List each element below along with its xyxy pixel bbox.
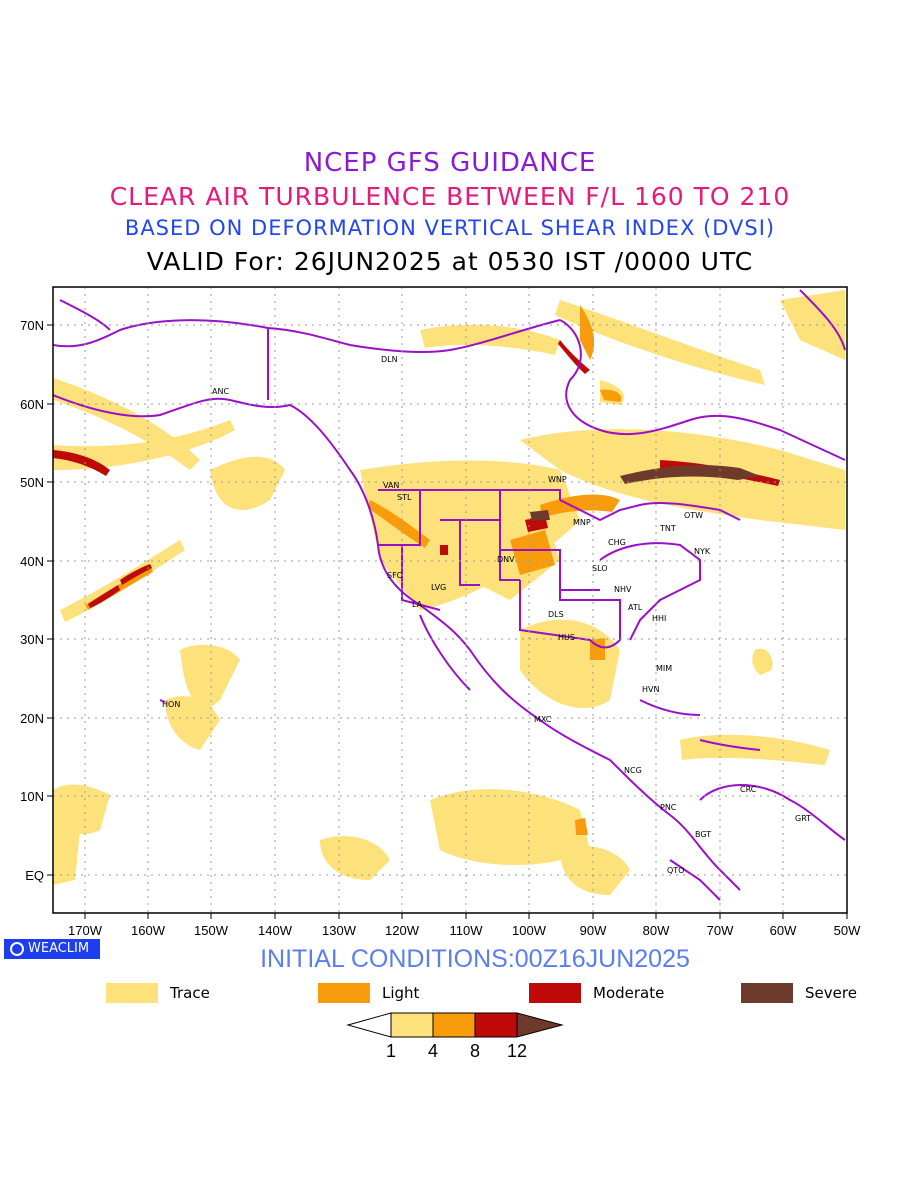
colorbar-tick: 1 — [386, 1041, 396, 1061]
station-label: BGT — [695, 830, 711, 839]
lat-label: 70N — [20, 318, 44, 333]
station-label: NHV — [614, 585, 632, 594]
logo-icon — [10, 942, 24, 956]
station-label: VAN — [383, 481, 399, 490]
colorbar — [346, 1012, 564, 1038]
lon-label: 170W — [68, 923, 103, 938]
turbulence-severe-areas — [530, 465, 760, 521]
weaclim-badge: WEACLIM — [4, 939, 100, 959]
station-label: WNP — [548, 475, 567, 484]
station-label: MIM — [656, 664, 672, 673]
lon-label: 120W — [385, 923, 420, 938]
station-label: HHI — [652, 614, 666, 623]
political-boundaries — [53, 289, 846, 901]
station-label: MNP — [573, 518, 591, 527]
station-label: ATL — [628, 603, 643, 612]
lon-label: 110W — [450, 923, 484, 938]
initial-conditions: INITIAL CONDITIONS:00Z16JUN2025 — [260, 945, 690, 973]
legend-label: Light — [382, 984, 420, 1002]
legend-label: Moderate — [593, 984, 665, 1002]
station-label: CHG — [608, 538, 626, 547]
station-label: PNC — [660, 803, 677, 812]
lat-label: 50N — [20, 475, 44, 490]
legend-item-light: Light — [318, 983, 419, 1003]
station-label: LVG — [431, 583, 446, 592]
station-label: DLN — [381, 355, 398, 364]
station-label: SLO — [592, 564, 608, 573]
station-label: GRT — [795, 814, 811, 823]
lat-label: 60N — [20, 397, 44, 412]
station-label: STL — [397, 493, 412, 502]
lat-label: 20N — [20, 711, 44, 726]
lon-label: 150W — [194, 923, 229, 938]
station-label: NCG — [624, 766, 642, 775]
station-label: ANC — [212, 387, 229, 396]
valid-time: VALID For: 26JUN2025 at 0530 IST /0000 U… — [146, 247, 754, 276]
colorbar-tick: 12 — [507, 1041, 527, 1061]
station-label: QTO — [667, 866, 684, 875]
title-line-1: NCEP GFS GUIDANCE — [303, 148, 597, 178]
lon-label: 60W — [770, 923, 797, 938]
lon-label: 160W — [131, 923, 166, 938]
legend-label: Severe — [805, 984, 857, 1002]
badge-label: WEACLIM — [28, 941, 90, 956]
station-label: TNT — [659, 524, 676, 533]
legend-item-severe: Severe — [741, 983, 857, 1003]
lon-label: 130W — [322, 923, 357, 938]
legend-swatch — [741, 983, 793, 1003]
station-label: LA — [412, 600, 423, 609]
legend-swatch — [318, 983, 370, 1003]
lat-label: 40N — [20, 554, 44, 569]
lon-label: 100W — [512, 923, 547, 938]
map-frame — [52, 286, 848, 914]
lon-label: 70W — [707, 923, 734, 938]
legend-swatch — [529, 983, 581, 1003]
lon-label: 140W — [258, 923, 293, 938]
lat-label: 30N — [20, 632, 44, 647]
station-label: CRC — [740, 785, 757, 794]
station-label: MXC — [534, 715, 552, 724]
station-label: DNV — [497, 555, 515, 564]
lon-label: 90W — [580, 923, 607, 938]
lon-label: 80W — [643, 923, 670, 938]
station-label: HON — [162, 700, 180, 709]
legend-swatch — [106, 983, 158, 1003]
colorbar-tick: 4 — [428, 1041, 438, 1061]
station-label: HUS — [558, 633, 575, 642]
station-label: NYK — [694, 547, 711, 556]
lat-label: 10N — [20, 789, 44, 804]
legend-item-moderate: Moderate — [529, 983, 664, 1003]
station-label: OTW — [684, 511, 703, 520]
lat-label: EQ — [25, 868, 44, 883]
turbulence-trace-areas — [53, 290, 845, 895]
colorbar-tick: 8 — [470, 1041, 480, 1061]
legend-label: Trace — [170, 984, 210, 1002]
legend-item-trace: Trace — [106, 983, 210, 1003]
title-line-3: BASED ON DEFORMATION VERTICAL SHEAR INDE… — [124, 216, 776, 240]
station-label: HVN — [642, 685, 659, 694]
station-label: SFC — [387, 571, 403, 580]
title-line-2: CLEAR AIR TURBULENCE BETWEEN F/L 160 TO … — [109, 182, 791, 211]
lon-label: 50W — [834, 923, 861, 938]
station-label: DLS — [548, 610, 564, 619]
